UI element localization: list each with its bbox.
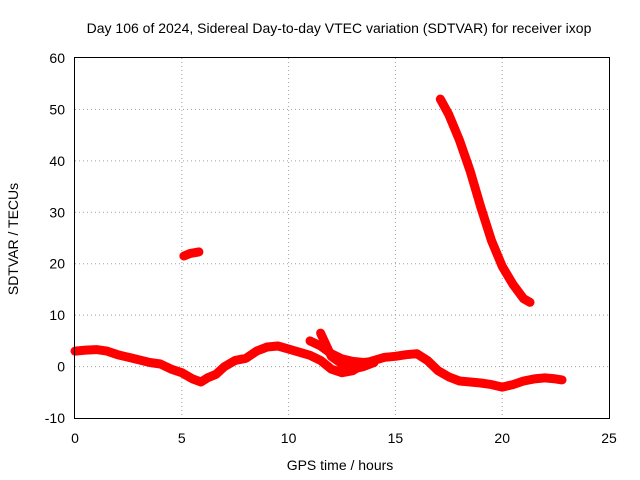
data-series [70, 94, 567, 392]
x-axis-label: GPS time / hours [287, 457, 394, 473]
x-tick-label: 0 [71, 430, 79, 446]
y-tick-label: 40 [49, 153, 65, 169]
x-tick-label: 20 [494, 430, 510, 446]
x-tick-label: 25 [601, 430, 617, 446]
plot-frame [74, 57, 610, 419]
y-tick-label: 50 [49, 101, 65, 117]
x-tick-label: 5 [178, 430, 186, 446]
x-tick-label: 10 [281, 430, 297, 446]
x-tick-label: 15 [388, 430, 404, 446]
y-tick-label: 30 [49, 204, 65, 220]
chart-title: Day 106 of 2024, Sidereal Day-to-day VTE… [87, 20, 592, 36]
y-tick-label: 20 [49, 256, 65, 272]
series-descending-track [435, 94, 535, 307]
y-tick-label: 10 [49, 307, 65, 323]
series-short-segment [179, 247, 204, 261]
series-upper-track-2 [316, 328, 379, 374]
series-main-track [70, 341, 567, 392]
y-tick-label: 60 [49, 50, 65, 66]
y-tick-label: -10 [45, 410, 65, 426]
y-ticks: -10 0 10 20 30 40 50 60 [45, 50, 65, 426]
y-axis-label: SDTVAR / TECUs [5, 183, 21, 295]
x-ticks: 0 5 10 15 20 25 [71, 430, 617, 446]
y-tick-label: 0 [57, 359, 65, 375]
